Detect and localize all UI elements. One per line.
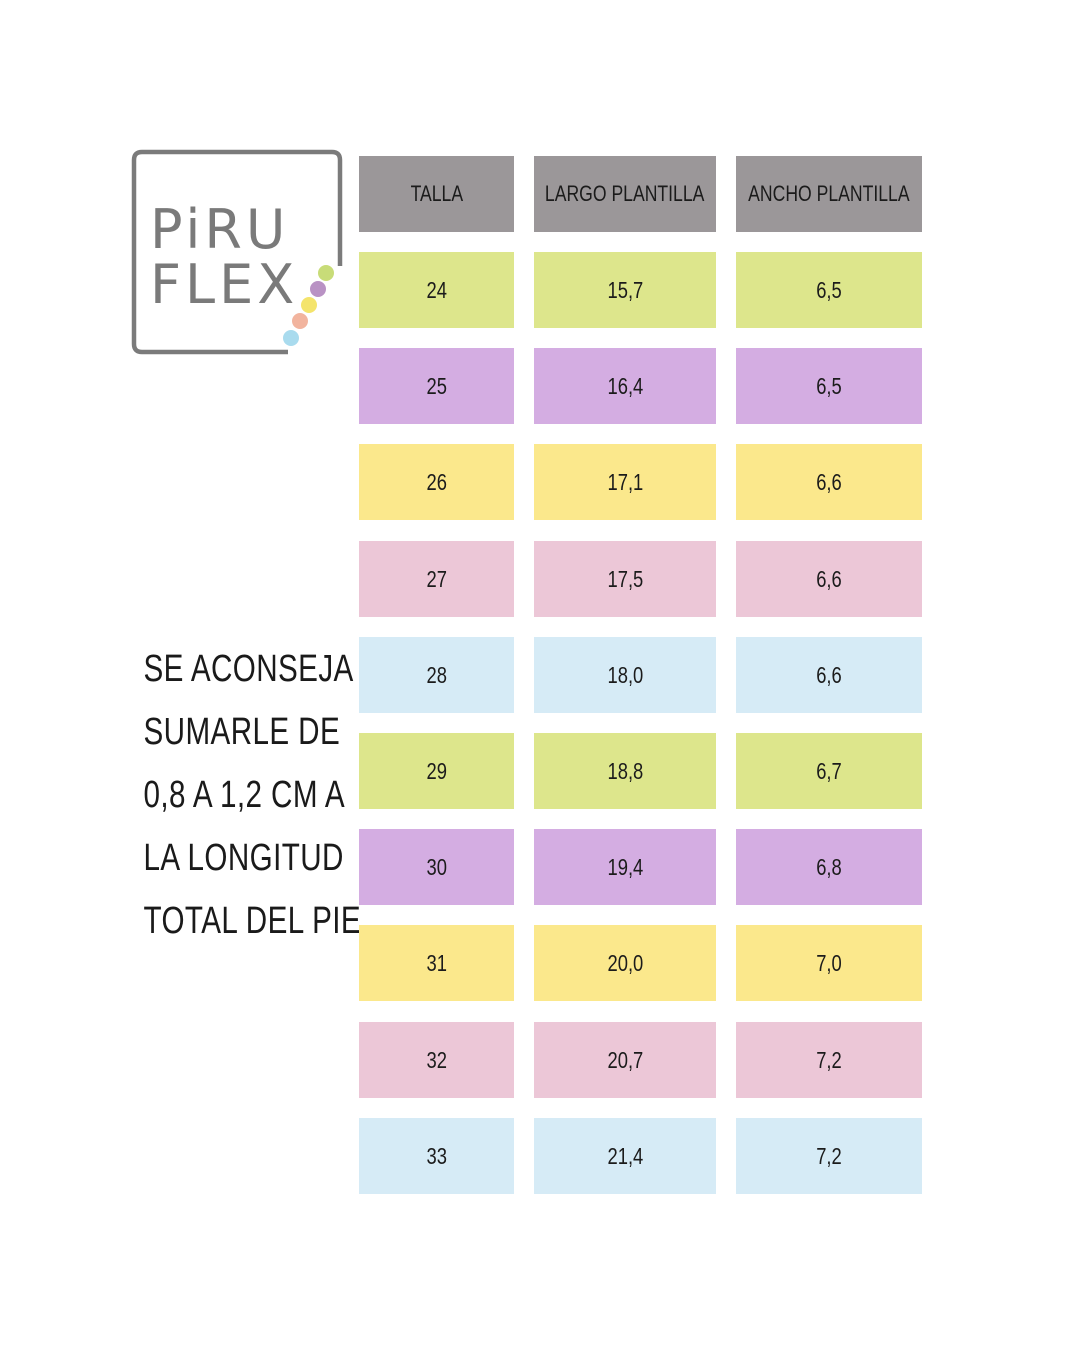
cell-largo-text: 19,4 [607, 853, 643, 880]
cell-ancho-text: 6,6 [816, 565, 842, 592]
cell-ancho-text: 6,5 [816, 276, 842, 303]
cell-largo: 21,4 [534, 1118, 716, 1194]
logo-dot [310, 281, 326, 297]
cell-largo: 18,8 [534, 733, 716, 809]
cell-talla: 26 [359, 444, 514, 520]
table-header-largo-text: LARGO PLANTILLA [545, 181, 705, 206]
cell-talla: 33 [359, 1118, 514, 1194]
cell-ancho: 6,7 [736, 733, 922, 809]
svg-text:PiRU: PiRU [150, 198, 289, 261]
cell-ancho: 7,0 [736, 925, 922, 1001]
logo-dot [301, 297, 317, 313]
cell-talla: 25 [359, 348, 514, 424]
table-header-ancho: ANCHO PLANTILLA [736, 156, 922, 232]
cell-talla-text: 30 [426, 853, 447, 880]
cell-largo-text: 16,4 [607, 372, 643, 399]
cell-talla-text: 32 [426, 1046, 447, 1073]
cell-talla: 31 [359, 925, 514, 1001]
cell-largo-text: 20,7 [607, 1046, 643, 1073]
cell-talla: 29 [359, 733, 514, 809]
cell-largo: 15,7 [534, 252, 716, 328]
advice-text: SE ACONSEJA SUMARLE DE 0,8 A 1,2 CM A LA… [143, 638, 370, 953]
cell-talla-text: 29 [426, 757, 447, 784]
cell-talla-text: 25 [426, 372, 447, 399]
cell-largo: 17,1 [534, 444, 716, 520]
cell-largo-text: 18,8 [607, 757, 643, 784]
cell-ancho-text: 6,8 [816, 853, 842, 880]
table-header-talla: TALLA [359, 156, 514, 232]
logo-dot [318, 265, 334, 281]
cell-talla-text: 26 [426, 468, 447, 495]
cell-largo: 16,4 [534, 348, 716, 424]
logo-dot [283, 330, 299, 346]
cell-talla: 28 [359, 637, 514, 713]
cell-ancho: 6,8 [736, 829, 922, 905]
advice-line: SE ACONSEJA [143, 648, 354, 690]
cell-ancho-text: 7,0 [816, 949, 842, 976]
cell-largo: 19,4 [534, 829, 716, 905]
cell-largo-text: 20,0 [607, 949, 643, 976]
cell-ancho-text: 7,2 [816, 1142, 842, 1169]
table-header-ancho-text: ANCHO PLANTILLA [748, 181, 910, 206]
cell-ancho-text: 6,7 [816, 757, 842, 784]
cell-talla: 24 [359, 252, 514, 328]
cell-largo: 18,0 [534, 637, 716, 713]
cell-talla-text: 28 [426, 661, 447, 688]
advice-line: SUMARLE DE [143, 711, 341, 753]
cell-largo: 20,0 [534, 925, 716, 1001]
cell-ancho: 7,2 [736, 1022, 922, 1098]
cell-talla: 30 [359, 829, 514, 905]
table-header-largo: LARGO PLANTILLA [534, 156, 716, 232]
svg-text:FLEX: FLEX [150, 253, 298, 316]
cell-ancho-text: 7,2 [816, 1046, 842, 1073]
cell-largo: 17,5 [534, 541, 716, 617]
cell-talla: 32 [359, 1022, 514, 1098]
cell-largo-text: 15,7 [607, 276, 643, 303]
cell-talla-text: 27 [426, 565, 447, 592]
logo-dot [292, 313, 308, 329]
cell-talla: 27 [359, 541, 514, 617]
cell-largo-text: 21,4 [607, 1142, 643, 1169]
cell-ancho: 6,6 [736, 541, 922, 617]
cell-ancho: 6,6 [736, 444, 922, 520]
cell-ancho: 6,5 [736, 348, 922, 424]
table-header-talla-text: TALLA [410, 181, 463, 206]
cell-talla-text: 24 [426, 276, 447, 303]
cell-ancho-text: 6,6 [816, 661, 842, 688]
cell-largo: 20,7 [534, 1022, 716, 1098]
cell-ancho-text: 6,5 [816, 372, 842, 399]
cell-largo-text: 17,5 [607, 565, 643, 592]
cell-ancho-text: 6,6 [816, 468, 842, 495]
advice-line: TOTAL DEL PIE. [143, 900, 370, 942]
piruflex-logo: PiRU FLEX [128, 148, 348, 368]
advice-line: 0,8 A 1,2 CM A [143, 774, 346, 816]
cell-ancho: 6,5 [736, 252, 922, 328]
cell-talla-text: 33 [426, 1142, 447, 1169]
advice-line: LA LONGITUD [143, 837, 344, 879]
cell-largo-text: 18,0 [607, 661, 643, 688]
cell-ancho: 7,2 [736, 1118, 922, 1194]
cell-largo-text: 17,1 [607, 468, 643, 495]
cell-talla-text: 31 [426, 949, 447, 976]
cell-ancho: 6,6 [736, 637, 922, 713]
